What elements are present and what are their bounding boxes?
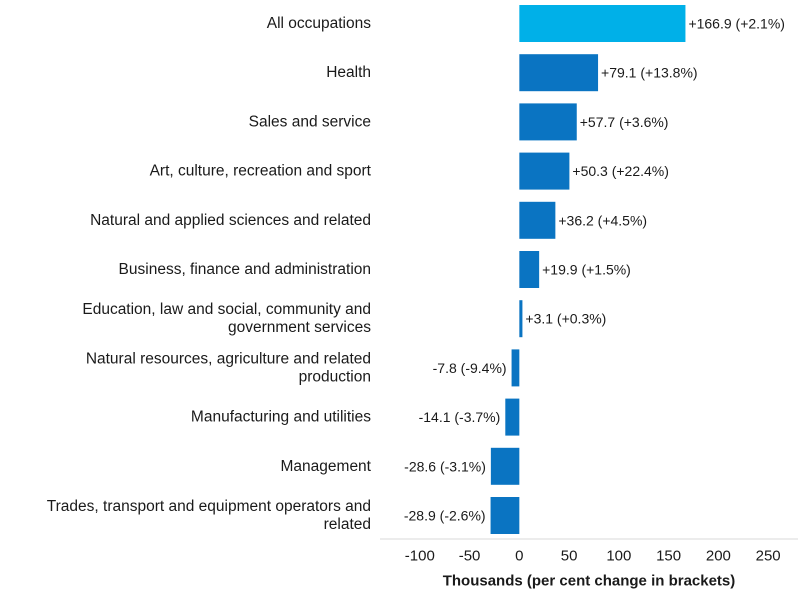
x-tick-label-2: 0	[515, 548, 523, 565]
category-label-1: Health	[326, 64, 371, 81]
x-tick-label-5: 150	[656, 548, 681, 565]
data-label-3: +50.3 (+22.4%)	[572, 163, 669, 179]
bar-6	[519, 300, 523, 338]
data-label-9: -28.6 (-3.1%)	[404, 458, 486, 474]
bar-8	[505, 398, 520, 436]
bar-2	[519, 103, 577, 141]
category-label-line: Trades, transport and equipment operator…	[47, 498, 371, 515]
category-label-0: All occupations	[267, 15, 372, 32]
x-axis-title: Thousands (per cent change in brackets)	[443, 573, 736, 590]
x-tick-label-7: 250	[756, 548, 781, 565]
data-label-1: +79.1 (+13.8%)	[601, 65, 698, 81]
category-label-9: Management	[281, 458, 372, 475]
category-label-5: Business, finance and administration	[119, 261, 371, 278]
category-label-6: Education, law and social, community and…	[82, 301, 371, 336]
category-labels-group: All occupations Health Sales and service Ar…	[47, 15, 372, 533]
data-label-2: +57.7 (+3.6%)	[580, 114, 669, 130]
category-label-line: Education, law and social, community and	[82, 301, 371, 318]
data-label-10: -28.9 (-2.6%)	[404, 508, 486, 524]
bar-4	[519, 201, 556, 239]
bar-7	[511, 349, 520, 387]
x-tick-label-6: 200	[706, 548, 731, 565]
data-label-8: -14.1 (-3.7%)	[419, 409, 501, 425]
x-tick-label-0: -100	[405, 548, 435, 565]
category-label-2: Sales and service	[249, 113, 371, 130]
category-label-line: Health	[326, 64, 371, 81]
category-label-10: Trades, transport and equipment operator…	[47, 498, 371, 533]
data-label-4: +36.2 (+4.5%)	[558, 212, 647, 228]
bar-3	[519, 152, 570, 190]
bars-group	[490, 5, 686, 534]
category-label-line: government services	[228, 319, 371, 336]
category-label-line: Business, finance and administration	[119, 261, 371, 278]
x-tick-label-1: -50	[459, 548, 481, 565]
bar-9	[490, 447, 520, 485]
category-label-line: Natural and applied sciences and related	[90, 212, 371, 229]
bar-1	[519, 54, 599, 92]
category-label-line: Sales and service	[249, 113, 371, 130]
data-labels-group: +166.9 (+2.1%) +79.1 (+13.8%) +57.7 (+3.6%…	[404, 16, 785, 524]
category-label-line: related	[324, 516, 371, 533]
x-tick-label-4: 100	[606, 548, 631, 565]
bar-10	[490, 497, 520, 534]
category-label-line: All occupations	[267, 15, 372, 32]
category-label-8: Manufacturing and utilities	[191, 409, 371, 426]
x-axis-ticks-group: -100 -50 0 50 100 150 200 250	[405, 548, 781, 565]
data-label-5: +19.9 (+1.5%)	[542, 262, 631, 278]
category-label-3: Art, culture, recreation and sport	[150, 163, 372, 180]
data-label-7: -7.8 (-9.4%)	[433, 360, 507, 376]
data-label-6: +3.1 (+0.3%)	[525, 311, 606, 327]
category-label-line: Art, culture, recreation and sport	[150, 163, 372, 180]
bar-5	[519, 251, 540, 288]
bar-0	[519, 5, 686, 42]
category-label-7: Natural resources, agriculture and relat…	[86, 350, 371, 385]
category-label-line: Management	[281, 458, 372, 475]
category-label-line: Manufacturing and utilities	[191, 409, 371, 426]
x-tick-label-3: 50	[561, 548, 578, 565]
data-label-0: +166.9 (+2.1%)	[688, 16, 785, 32]
category-label-4: Natural and applied sciences and related	[90, 212, 371, 229]
category-label-line: production	[299, 368, 371, 385]
category-label-line: Natural resources, agriculture and relat…	[86, 350, 371, 367]
